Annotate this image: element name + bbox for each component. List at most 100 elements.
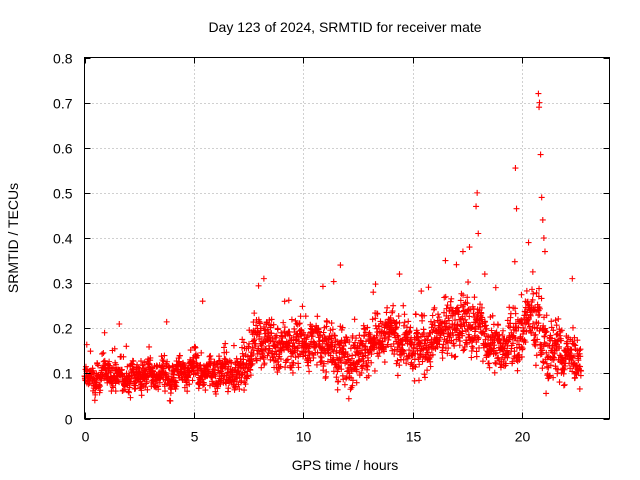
data-point [361,332,368,339]
data-point [497,364,504,371]
data-point [173,367,180,374]
data-point [540,359,547,366]
data-point [415,334,422,341]
data-point [431,304,438,311]
data-point [253,357,260,364]
data-point [90,367,97,374]
data-point [532,331,539,338]
data-point [492,284,499,291]
data-point [518,291,525,298]
data-point [524,309,531,316]
data-point [382,334,389,341]
data-point [277,363,284,370]
data-point [535,90,542,97]
data-point [469,337,476,344]
data-point [346,338,353,345]
data-point [483,332,490,339]
data-point [95,362,102,369]
data-point [381,359,388,366]
data-point [255,282,262,289]
data-point [427,363,434,370]
data-point [541,248,548,255]
data-point [537,151,544,158]
data-point [533,352,540,359]
data-point [107,367,114,374]
data-point [499,332,506,339]
data-point [512,305,519,312]
data-point [419,358,426,365]
data-point [483,325,490,332]
data-point [323,323,330,330]
y-tick-label: 0.1 [53,366,73,382]
data-point [309,350,316,357]
data-point [248,362,255,369]
data-point [454,322,461,329]
data-point [192,344,199,351]
data-point [512,310,519,317]
data-point [485,360,492,367]
data-point [92,391,99,398]
data-point [150,368,157,375]
data-point [515,341,522,348]
data-point [400,302,407,309]
data-point [425,344,432,351]
data-point [263,346,270,353]
x-axis-label: GPS time / hours [292,457,399,473]
data-point [365,372,372,379]
data-point [159,357,166,364]
data-point [404,355,411,362]
data-point [474,189,481,196]
data-point [395,333,402,340]
data-point [284,356,291,363]
data-point [99,371,106,378]
data-point [511,258,518,265]
data-point [251,310,258,317]
data-point [316,328,323,335]
data-point [578,367,585,374]
data-point [94,361,101,368]
data-point [369,316,376,323]
data-point [391,351,398,358]
data-point [334,368,341,375]
data-point [466,313,473,320]
data-point [548,318,555,325]
data-point [421,371,428,378]
data-point [100,349,107,356]
data-point [538,194,545,201]
data-point [558,327,565,334]
data-point [324,318,331,325]
data-point [453,261,460,268]
x-tick-labels: 0 5 10 15 20 [82,429,531,445]
data-point [136,365,143,372]
data-point [426,356,433,363]
data-point [528,330,535,337]
data-point [222,340,229,347]
data-point [525,239,532,246]
data-point [372,281,379,288]
data-point [577,353,584,360]
data-point [473,353,480,360]
data-point [485,350,492,357]
data-point [550,374,557,381]
data-point [445,324,452,331]
data-point [115,377,122,384]
data-point [212,373,219,380]
data-point [466,244,473,251]
data-point [553,331,560,338]
data-point [146,343,153,350]
data-point [281,324,288,331]
data-point [451,342,458,349]
data-point [349,352,356,359]
data-point [321,334,328,341]
data-point [543,349,550,356]
data-point [490,347,497,354]
data-point [288,316,295,323]
data-point [176,352,183,359]
data-point [341,381,348,388]
data-point [147,354,154,361]
y-tick-label: 0.7 [53,96,73,112]
data-point [530,290,537,297]
data-point [533,289,540,296]
data-point [358,347,365,354]
data-point [443,320,450,327]
